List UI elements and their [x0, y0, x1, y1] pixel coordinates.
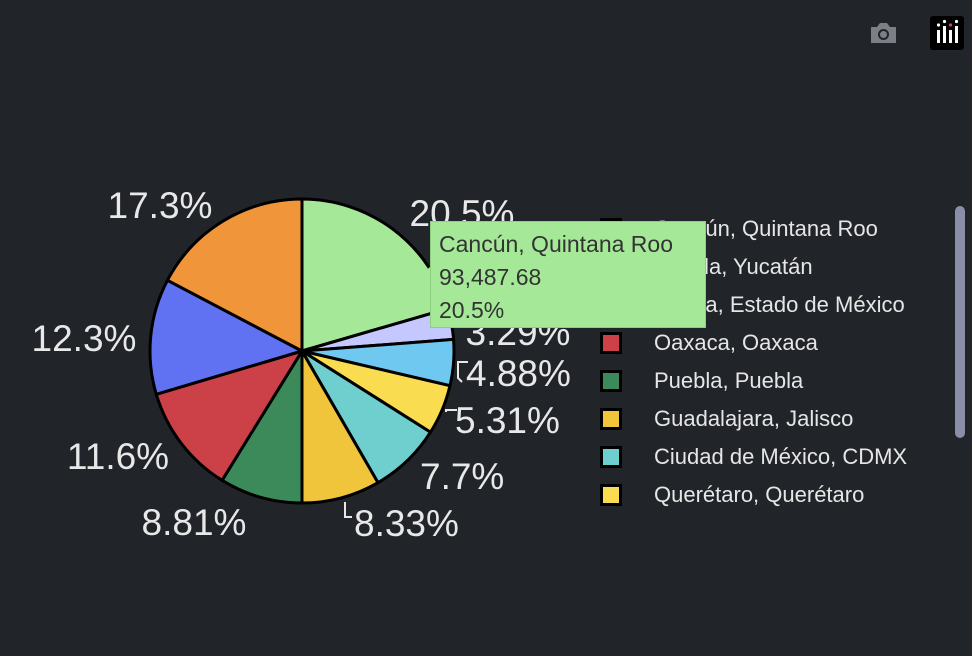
legend-scrollbar[interactable] — [955, 206, 965, 438]
pie-label: 17.3% — [108, 185, 213, 226]
legend-swatch — [600, 446, 622, 468]
pie-label: 5.31% — [455, 400, 560, 441]
pie-slice[interactable] — [220, 345, 304, 505]
legend-label: Ciudad de México, CDMX — [654, 444, 908, 469]
pie-label: 12.3% — [32, 318, 137, 359]
label-connector — [457, 361, 468, 383]
legend-label: Querétaro, Querétaro — [654, 482, 865, 507]
legend-swatch — [600, 408, 622, 430]
legend-swatch — [600, 332, 622, 354]
legend-swatch — [600, 484, 622, 506]
tooltip-value: 93,487.68 — [439, 264, 542, 290]
legend-label: Puebla, Puebla — [654, 368, 804, 393]
tooltip-percent: 20.5% — [439, 297, 505, 323]
plotly-logo-icon[interactable] — [930, 16, 964, 50]
pie-slices — [148, 197, 456, 505]
legend-label: Guadalajara, Jalisco — [654, 406, 854, 431]
pie-label: 7.7% — [420, 456, 504, 497]
label-connectors — [344, 361, 468, 518]
pie-label: 8.33% — [354, 503, 459, 544]
tooltip-arrow — [420, 266, 431, 286]
hover-tooltip: Cancún, Quintana Roo 93,487.68 20.5% — [430, 221, 706, 328]
legend-item[interactable]: Querétaro, Querétaro — [600, 480, 952, 510]
legend-item[interactable]: Oaxaca, Oaxaca — [600, 328, 952, 358]
pie-slice[interactable] — [148, 278, 306, 397]
label-connector — [445, 409, 457, 412]
legend-swatch — [600, 370, 622, 392]
legend-label: Oaxaca, Oaxaca — [654, 330, 818, 355]
pie-label: 11.6% — [67, 436, 169, 477]
pie-label: 8.81% — [142, 502, 247, 543]
pie-label: 4.88% — [466, 353, 571, 394]
pie-slice[interactable] — [154, 348, 306, 483]
legend-item[interactable]: Guadalajara, Jalisco — [600, 404, 952, 434]
legend-item[interactable]: Puebla, Puebla — [600, 366, 952, 396]
camera-icon[interactable] — [866, 16, 900, 50]
tooltip-label: Cancún, Quintana Roo — [439, 231, 673, 257]
label-connector — [344, 502, 352, 518]
legend-item[interactable]: Ciudad de México, CDMX — [600, 442, 952, 472]
pie-slice[interactable] — [165, 197, 304, 354]
